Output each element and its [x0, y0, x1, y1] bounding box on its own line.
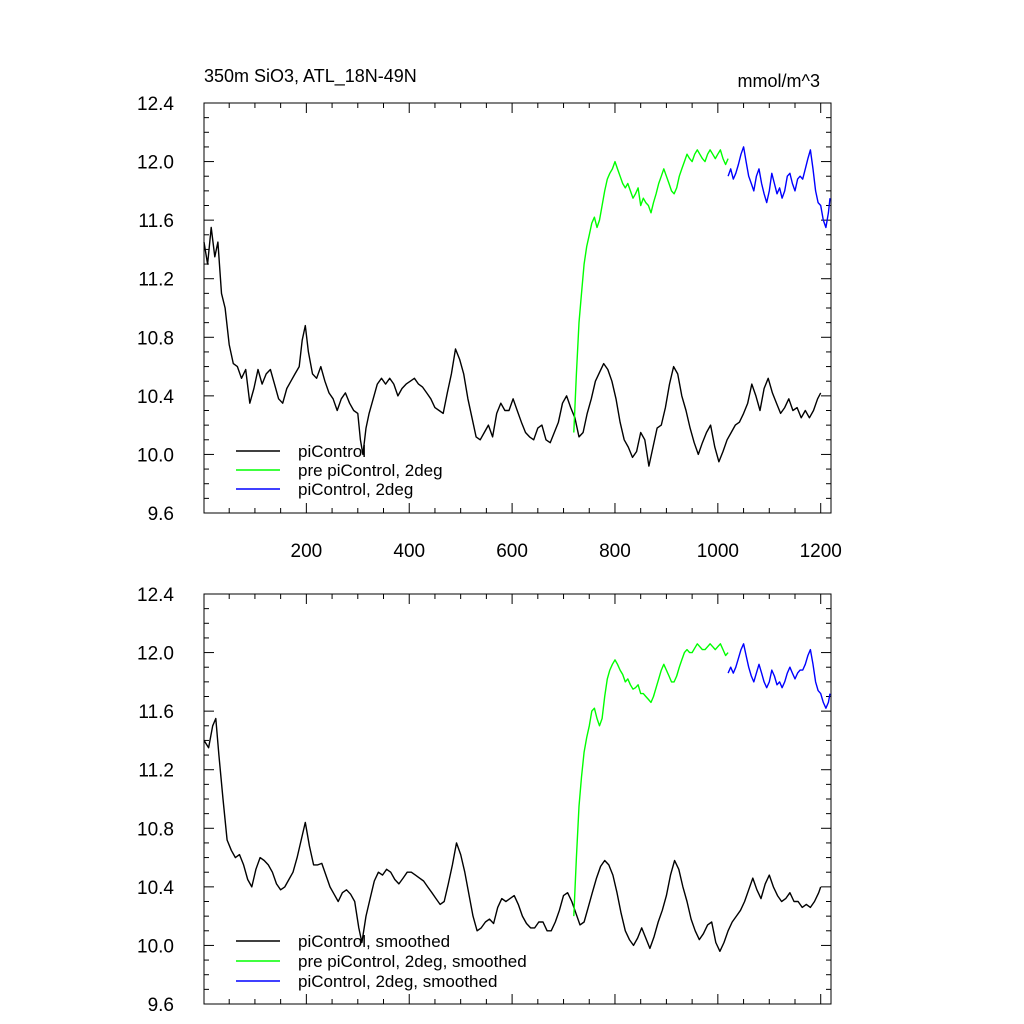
top-panel: 9.6 10.0 10.4 10.8 11.2 11.6 12.0 12.4 200 400 600… [137, 94, 842, 562]
y-tick-label: 9.6 [148, 504, 174, 525]
units-label: mmol/m^3 [738, 71, 820, 91]
y-tick-label: 11.6 [138, 702, 174, 723]
y-tick-label: 10.8 [137, 819, 174, 840]
y-tick-label: 10.0 [137, 936, 174, 957]
legend-label: piControl, smoothed [298, 932, 450, 951]
x-tick-label: 400 [393, 541, 425, 562]
legend-label: pre piControl, 2deg, smoothed [298, 952, 527, 971]
y-tick-label: 11.2 [138, 270, 174, 291]
legend-label: piControl [298, 442, 366, 461]
y-tick-label: 10.0 [137, 445, 174, 466]
series-line-pre-picontrol-2deg-smoothed [573, 643, 729, 917]
x-tick-label: 1200 [800, 541, 842, 562]
bottom-panel: 9.6 10.0 10.4 10.8 11.2 11.6 12.0 12.4 piControl… [137, 585, 832, 1016]
x-tick-label: 200 [291, 541, 323, 562]
y-tick-label: 9.6 [148, 995, 174, 1016]
y-tick-label: 12.0 [137, 153, 174, 174]
y-tick-label: 12.0 [137, 644, 174, 665]
y-tick-label: 12.4 [137, 585, 174, 606]
y-tick-label: 12.4 [137, 94, 174, 115]
series-line-picontrol-2deg-smoothed [727, 643, 831, 709]
series-line-picontrol-smoothed [203, 717, 822, 952]
series-line-pre-picontrol-2deg [573, 149, 729, 433]
x-tick-label: 1000 [697, 541, 739, 562]
title-left: 350m SiO3, ATL_18N-49N [204, 66, 417, 87]
x-tick-label: 800 [599, 541, 631, 562]
y-tick-label: 11.2 [138, 761, 174, 782]
series-line-picontrol [203, 226, 822, 467]
legend-label: pre piControl, 2deg [298, 461, 443, 480]
x-tick-label: 600 [496, 541, 528, 562]
legend-label: piControl, 2deg, smoothed [298, 972, 497, 991]
y-tick-label: 10.4 [137, 387, 174, 408]
series-line-picontrol-2deg [727, 146, 831, 229]
y-tick-label: 10.8 [137, 328, 174, 349]
y-tick-label: 11.6 [138, 211, 174, 232]
legend-label: piControl, 2deg [298, 480, 413, 499]
y-tick-label: 10.4 [137, 878, 174, 899]
